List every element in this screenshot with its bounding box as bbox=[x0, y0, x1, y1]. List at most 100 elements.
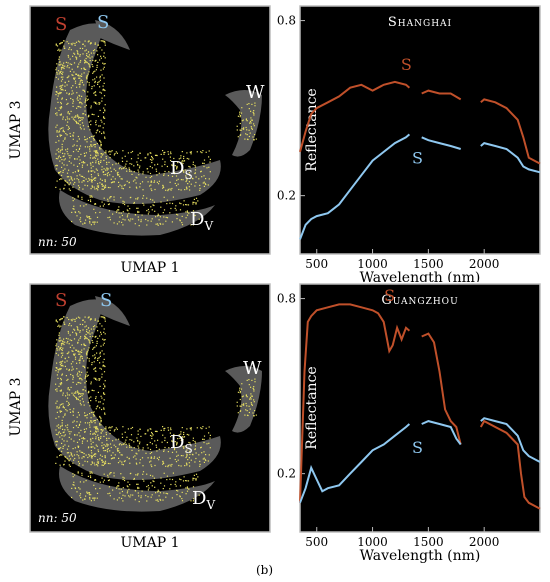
umap-point bbox=[63, 188, 65, 190]
umap-point bbox=[186, 480, 188, 482]
umap-point bbox=[74, 353, 76, 355]
umap-point bbox=[120, 454, 122, 456]
series-line-0 bbox=[299, 80, 541, 165]
umap-point bbox=[239, 129, 241, 131]
umap-point bbox=[95, 370, 97, 372]
umap-point bbox=[91, 362, 93, 364]
umap-point bbox=[61, 162, 63, 164]
umap-point bbox=[91, 145, 93, 148]
umap-point bbox=[132, 494, 134, 496]
umap-point bbox=[126, 170, 128, 172]
umap-point bbox=[55, 345, 57, 347]
umap-point bbox=[56, 388, 58, 390]
umap-point bbox=[103, 116, 105, 118]
umap-point bbox=[77, 74, 80, 76]
cloud-main-body bbox=[48, 23, 221, 205]
umap-point bbox=[85, 99, 87, 101]
umap-point bbox=[176, 441, 178, 443]
umap-point bbox=[253, 110, 255, 112]
umap-point bbox=[79, 488, 81, 490]
umap-point bbox=[103, 392, 105, 394]
umap-point bbox=[142, 189, 144, 191]
umap-point bbox=[93, 415, 95, 417]
umap-point bbox=[82, 53, 84, 55]
umap-point bbox=[137, 445, 139, 447]
umap-point bbox=[55, 126, 57, 128]
umap-point bbox=[59, 436, 61, 438]
umap-point bbox=[61, 373, 63, 375]
umap-point bbox=[56, 73, 58, 75]
umap-point bbox=[118, 497, 120, 499]
umap-point bbox=[92, 137, 95, 140]
umap-point bbox=[63, 407, 65, 409]
umap-point bbox=[60, 377, 62, 380]
umap-point bbox=[188, 212, 190, 214]
umap-point bbox=[179, 209, 182, 211]
umap-point bbox=[158, 448, 160, 450]
umap-point bbox=[88, 391, 90, 393]
umap-point bbox=[179, 202, 181, 204]
umap-point bbox=[130, 151, 132, 154]
umap-point bbox=[122, 167, 124, 169]
umap-point bbox=[253, 386, 255, 388]
umap-point bbox=[141, 214, 143, 216]
umap-point bbox=[74, 447, 76, 449]
umap-point bbox=[141, 181, 144, 183]
umap-point bbox=[79, 374, 81, 376]
umap-point bbox=[103, 365, 105, 367]
umap-point bbox=[236, 401, 238, 403]
umap-point bbox=[151, 443, 153, 445]
umap-point bbox=[78, 370, 80, 372]
umap-point bbox=[61, 362, 63, 364]
umap-point bbox=[149, 152, 151, 154]
umap-point bbox=[91, 455, 93, 458]
umap-point bbox=[81, 395, 83, 397]
umap-point bbox=[62, 431, 64, 434]
umap-point bbox=[147, 181, 149, 183]
umap-point bbox=[94, 433, 96, 435]
umap-point bbox=[79, 317, 81, 319]
umap-point bbox=[90, 494, 92, 496]
umap-point bbox=[107, 493, 109, 495]
umap-point bbox=[79, 55, 81, 57]
umap-point bbox=[76, 326, 78, 328]
umap-point bbox=[96, 340, 98, 342]
umap-point bbox=[68, 92, 70, 95]
umap-point bbox=[62, 347, 64, 349]
umap-point bbox=[92, 178, 94, 180]
umap-point bbox=[72, 102, 74, 104]
umap-point bbox=[99, 182, 101, 184]
umap-point bbox=[92, 412, 94, 414]
umap-point bbox=[136, 453, 138, 455]
umap-point bbox=[55, 157, 57, 160]
umap-point bbox=[80, 102, 82, 104]
umap-point bbox=[101, 49, 103, 51]
umap-point bbox=[103, 117, 105, 119]
umap-point bbox=[85, 495, 87, 497]
umap-point bbox=[72, 197, 74, 199]
umap-point bbox=[81, 81, 83, 84]
umap-point bbox=[76, 165, 79, 167]
umap-point bbox=[71, 487, 73, 489]
umap-point bbox=[83, 68, 85, 70]
umap-point bbox=[195, 203, 197, 205]
umap-point bbox=[149, 441, 151, 444]
umap-point bbox=[162, 463, 164, 465]
umap-point bbox=[55, 141, 57, 143]
umap-point bbox=[103, 473, 105, 475]
umap-point bbox=[181, 437, 183, 439]
umap-point bbox=[107, 479, 110, 482]
umap-point bbox=[78, 382, 80, 384]
umap-point bbox=[79, 217, 82, 219]
umap-point bbox=[167, 466, 169, 468]
umap-point bbox=[64, 85, 66, 87]
umap-point bbox=[86, 78, 88, 80]
umap-point bbox=[155, 499, 157, 501]
umap-point bbox=[102, 344, 104, 346]
umap-point bbox=[95, 444, 97, 446]
umap-point bbox=[190, 500, 192, 502]
umap-point bbox=[60, 106, 62, 108]
umap-point bbox=[84, 367, 86, 369]
umap-point bbox=[248, 379, 250, 381]
umap-point bbox=[202, 182, 204, 184]
